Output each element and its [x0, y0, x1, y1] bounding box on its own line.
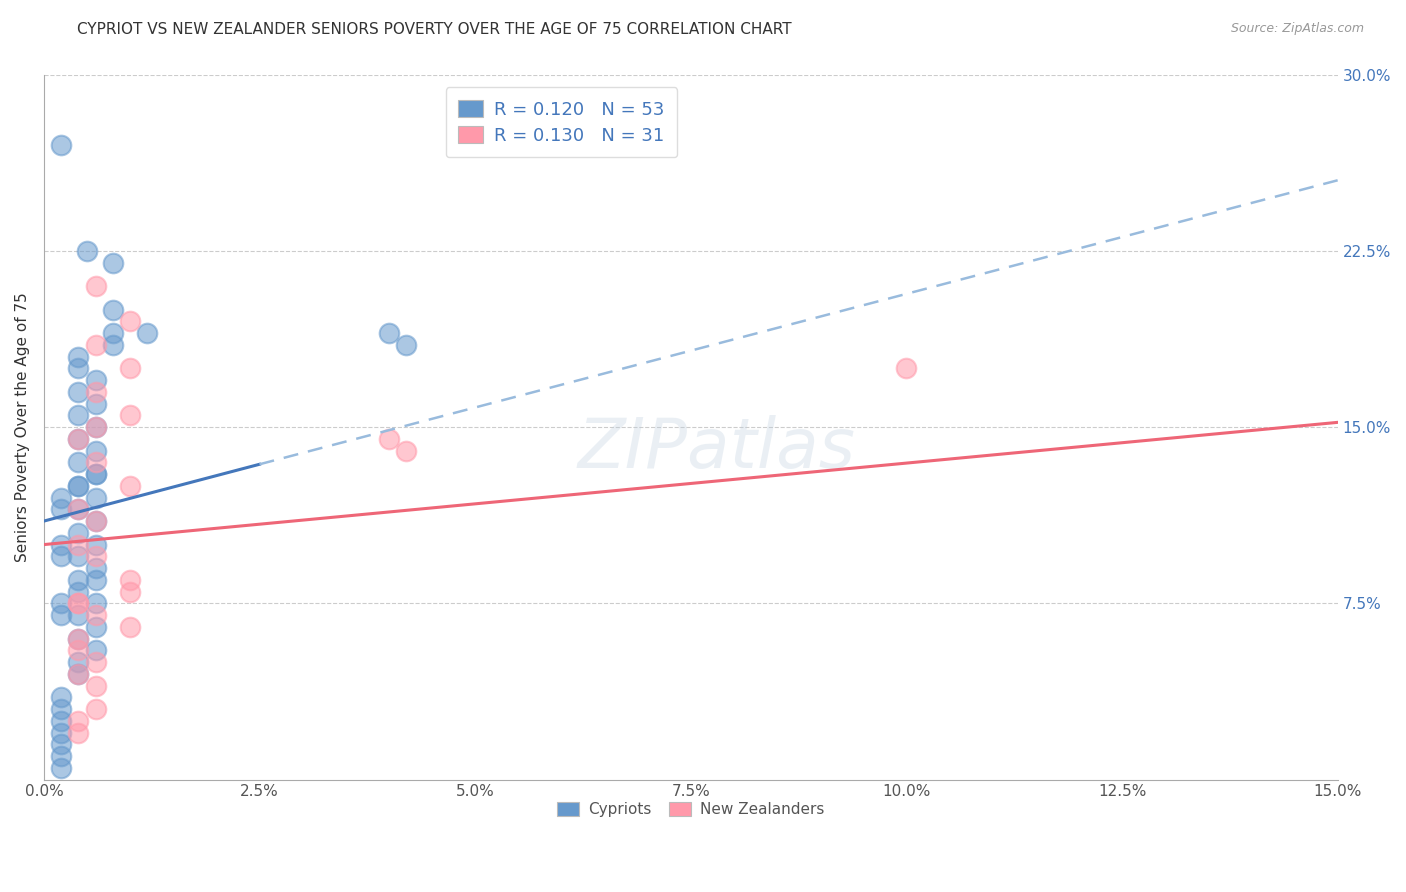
Point	[49, 702, 72, 716]
Point	[84, 702, 107, 716]
Point	[84, 561, 107, 575]
Point	[84, 396, 107, 410]
Point	[49, 502, 72, 516]
Legend: Cypriots, New Zealanders: Cypriots, New Zealanders	[550, 794, 832, 825]
Point	[84, 596, 107, 610]
Point	[49, 138, 72, 153]
Point	[67, 525, 90, 540]
Point	[67, 596, 90, 610]
Point	[49, 549, 72, 564]
Point	[136, 326, 159, 340]
Point	[84, 467, 107, 481]
Point	[49, 491, 72, 505]
Point	[120, 479, 142, 493]
Point	[67, 432, 90, 446]
Point	[84, 373, 107, 387]
Point	[120, 361, 142, 376]
Point	[67, 479, 90, 493]
Point	[84, 420, 107, 434]
Point	[101, 326, 124, 340]
Point	[67, 573, 90, 587]
Point	[49, 737, 72, 751]
Point	[67, 632, 90, 646]
Point	[84, 608, 107, 623]
Point	[67, 479, 90, 493]
Point	[84, 279, 107, 293]
Point	[67, 384, 90, 399]
Point	[67, 584, 90, 599]
Point	[67, 455, 90, 469]
Point	[84, 573, 107, 587]
Point	[67, 502, 90, 516]
Point	[84, 514, 107, 528]
Y-axis label: Seniors Poverty Over the Age of 75: Seniors Poverty Over the Age of 75	[15, 293, 30, 562]
Point	[67, 608, 90, 623]
Point	[49, 761, 72, 775]
Point	[49, 596, 72, 610]
Point	[101, 338, 124, 352]
Point	[49, 690, 72, 705]
Point	[67, 632, 90, 646]
Point	[896, 361, 918, 376]
Point	[84, 443, 107, 458]
Point	[67, 725, 90, 739]
Point	[67, 596, 90, 610]
Point	[49, 714, 72, 728]
Point	[120, 584, 142, 599]
Point	[67, 502, 90, 516]
Point	[67, 643, 90, 657]
Point	[84, 655, 107, 669]
Point	[84, 467, 107, 481]
Text: CYPRIOT VS NEW ZEALANDER SENIORS POVERTY OVER THE AGE OF 75 CORRELATION CHART: CYPRIOT VS NEW ZEALANDER SENIORS POVERTY…	[77, 22, 792, 37]
Point	[84, 455, 107, 469]
Point	[84, 643, 107, 657]
Point	[67, 350, 90, 364]
Point	[84, 620, 107, 634]
Point	[84, 491, 107, 505]
Point	[120, 409, 142, 423]
Point	[84, 538, 107, 552]
Point	[67, 432, 90, 446]
Point	[120, 573, 142, 587]
Point	[49, 749, 72, 764]
Point	[67, 666, 90, 681]
Point	[76, 244, 98, 258]
Text: ZIPatlas: ZIPatlas	[578, 415, 856, 482]
Point	[49, 608, 72, 623]
Point	[67, 361, 90, 376]
Point	[84, 549, 107, 564]
Point	[101, 302, 124, 317]
Point	[120, 620, 142, 634]
Point	[67, 655, 90, 669]
Point	[84, 420, 107, 434]
Point	[49, 538, 72, 552]
Point	[378, 326, 401, 340]
Point	[395, 338, 418, 352]
Point	[67, 409, 90, 423]
Point	[84, 679, 107, 693]
Point	[67, 666, 90, 681]
Point	[84, 514, 107, 528]
Point	[84, 338, 107, 352]
Point	[67, 549, 90, 564]
Point	[378, 432, 401, 446]
Point	[67, 538, 90, 552]
Point	[49, 725, 72, 739]
Point	[395, 443, 418, 458]
Text: Source: ZipAtlas.com: Source: ZipAtlas.com	[1230, 22, 1364, 36]
Point	[120, 314, 142, 328]
Point	[67, 714, 90, 728]
Point	[101, 255, 124, 269]
Point	[84, 384, 107, 399]
